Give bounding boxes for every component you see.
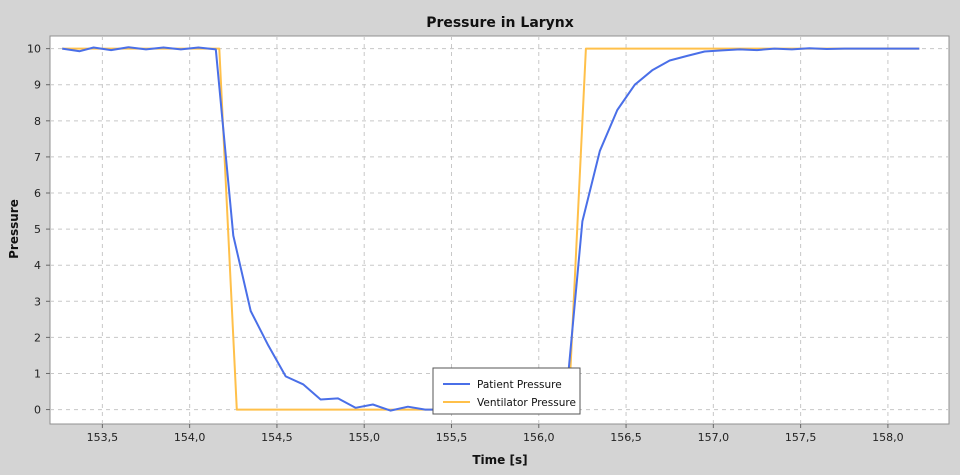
y-tick-label: 2 [34, 331, 41, 344]
series-line-patient-pressure [62, 46, 920, 412]
grid [50, 36, 949, 424]
y-tick-label: 3 [34, 295, 41, 308]
y-tick-label: 7 [34, 151, 41, 164]
x-tick-label: 157,0 [698, 431, 730, 444]
x-tick-label: 156,0 [523, 431, 555, 444]
x-axis-label: Time [s] [472, 453, 527, 467]
y-tick-label: 5 [34, 223, 41, 236]
x-tick-label: 155,0 [348, 431, 380, 444]
x-tick-label: 154,5 [261, 431, 293, 444]
legend: Patient Pressure Ventilator Pressure [432, 367, 581, 415]
legend-label-patient-pressure: Patient Pressure [477, 379, 562, 391]
x-tick-label: 155,5 [436, 431, 468, 444]
plot-area [49, 35, 950, 425]
y-tick-label: 0 [34, 404, 41, 417]
x-tick-label: 153,5 [87, 431, 119, 444]
y-tick-label: 6 [34, 187, 41, 200]
x-tick-label: 154,0 [174, 431, 206, 444]
y-tick-label: 1 [34, 367, 41, 380]
x-tick-label: 156,5 [610, 431, 642, 444]
y-tick-label: 4 [34, 259, 41, 272]
y-tick-label: 8 [34, 115, 41, 128]
legend-label-ventilator-pressure: Ventilator Pressure [477, 397, 576, 409]
chart-title: Pressure in Larynx [426, 15, 574, 31]
series-layer [62, 46, 920, 412]
y-tick-label: 9 [34, 79, 41, 92]
x-tick-label: 157,5 [785, 431, 817, 444]
y-axis-label: Pressure [7, 199, 21, 259]
legend-box [432, 367, 581, 415]
x-tick-label: 158,0 [872, 431, 904, 444]
axis-ticks: 0 1 2 3 4 5 6 7 8 9 10 153,5 154,0 154,5 155,0 155,5 156… [27, 43, 904, 444]
y-tick-label: 10 [27, 43, 41, 56]
